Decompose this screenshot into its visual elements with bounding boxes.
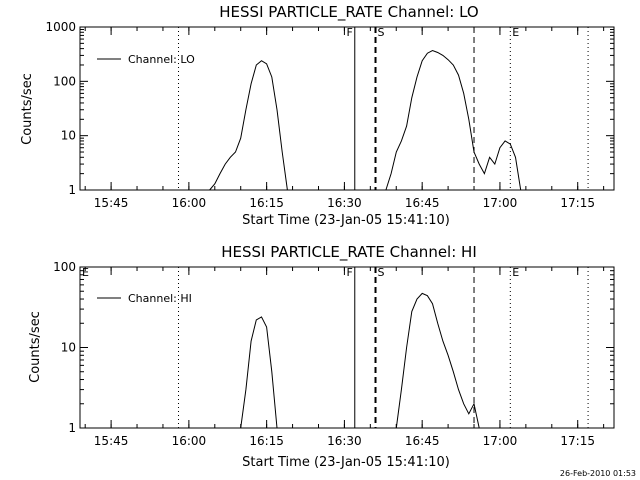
chart-title-lo: HESSI PARTICLE_RATE Channel: LO (219, 3, 478, 22)
legend-lo: Channel: LO (97, 53, 195, 66)
plot-frame-lo (79, 26, 615, 191)
y-tick-labels-lo: 1 10 100 1000 (45, 20, 76, 197)
x-tick-label: 16:45 (405, 196, 440, 210)
x-tick-label: 16:00 (172, 196, 207, 210)
y-tick-label: 1000 (45, 20, 76, 34)
y-tick-label: 100 (53, 74, 76, 88)
y-tick-label: 1 (68, 421, 76, 435)
event-label-e: E (82, 266, 89, 279)
x-tick-label: 17:15 (560, 196, 595, 210)
x-tick-label: 15:45 (94, 434, 129, 448)
x-tick-label: 16:00 (172, 434, 207, 448)
tick-marks-hi (80, 266, 614, 429)
y-tick-label: 10 (61, 129, 76, 143)
x-tick-label: 17:15 (560, 434, 595, 448)
x-tick-label: 16:15 (249, 434, 284, 448)
event-label-e: E (512, 266, 519, 279)
event-label-f: F (346, 26, 352, 39)
chart-title-hi: HESSI PARTICLE_RATE Channel: HI (221, 243, 477, 262)
legend-hi: Channel: HI (97, 292, 192, 305)
print-timestamp: 26-Feb-2010 01:53 (560, 469, 636, 478)
x-tick-label: 17:00 (483, 434, 518, 448)
x-tick-label: 16:30 (327, 196, 362, 210)
x-tick-label: 17:00 (483, 196, 518, 210)
y-tick-label: 1 (68, 183, 76, 197)
event-label-s: S (378, 26, 385, 39)
x-tick-labels-lo: 15:45 16:00 16:15 16:30 16:45 17:00 17:15 (94, 196, 595, 210)
series-line-lo (209, 49, 522, 191)
vertical-lines-hi (178, 267, 589, 428)
x-axis-label-hi: Start Time (23-Jan-05 15:41:10) (242, 455, 450, 470)
vertical-lines-lo (178, 27, 589, 190)
legend-label-hi: Channel: HI (128, 292, 192, 305)
y-tick-label: 100 (53, 260, 76, 274)
event-label-s: S (378, 266, 385, 279)
x-tick-labels-hi: 15:45 16:00 16:15 16:30 16:45 17:00 17:15 (94, 434, 595, 448)
x-tick-label: 16:15 (249, 196, 284, 210)
tick-marks-lo (80, 26, 614, 191)
event-label-e: E (512, 26, 519, 39)
legend-label-lo: Channel: LO (128, 53, 195, 66)
y-axis-label-lo: Counts/sec (20, 73, 35, 145)
y-axis-label-hi: Counts/sec (28, 311, 43, 383)
y-tick-label: 10 (61, 341, 76, 355)
y-tick-labels-hi: 1 10 100 (53, 260, 76, 435)
x-tick-label: 16:30 (327, 434, 362, 448)
series-line-hi (240, 292, 480, 429)
x-axis-label-lo: Start Time (23-Jan-05 15:41:10) (242, 213, 450, 228)
panel-lo: HESSI PARTICLE_RATE Channel: LO Counts/s… (20, 3, 615, 228)
event-label-f: F (346, 266, 352, 279)
panel-hi: HESSI PARTICLE_RATE Channel: HI Counts/s… (28, 243, 615, 470)
x-tick-label: 16:45 (405, 434, 440, 448)
x-tick-label: 15:45 (94, 196, 129, 210)
